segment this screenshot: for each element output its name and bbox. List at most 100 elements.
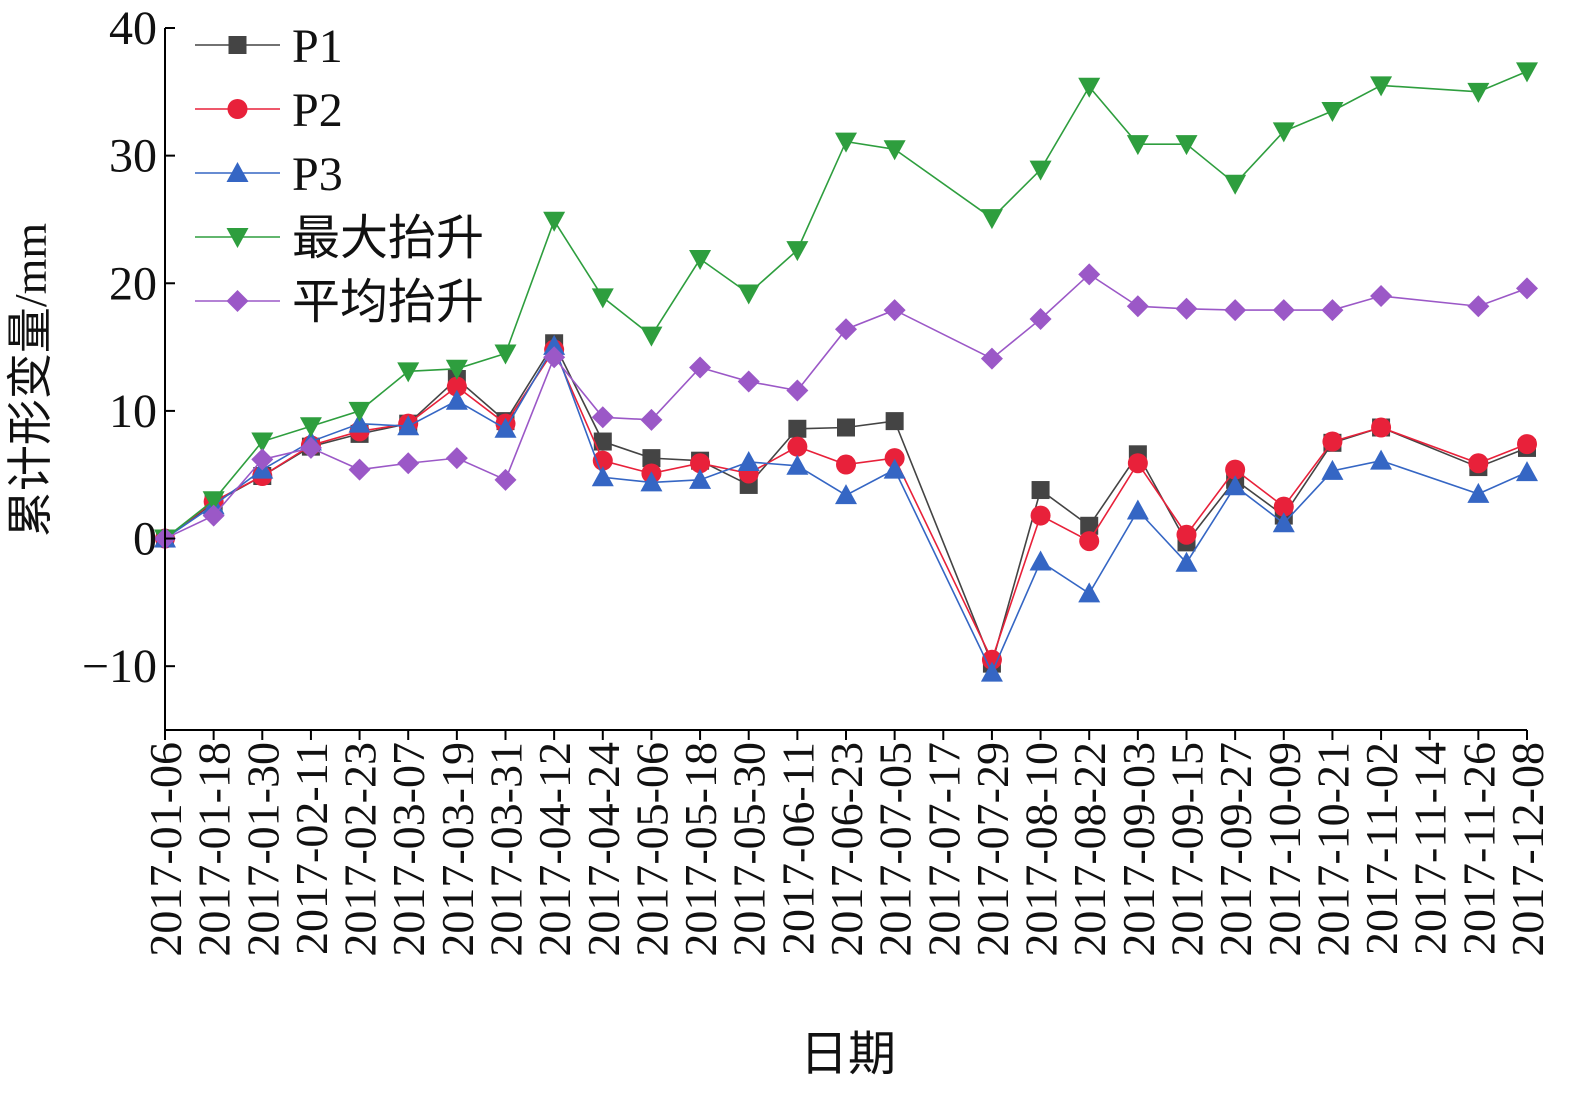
data-point [640,408,663,431]
x-tick-label: 2017-03-19 [432,742,483,957]
data-point [1126,499,1149,520]
data-point [1516,62,1538,83]
data-point [1371,417,1392,438]
data-point [885,412,904,431]
x-tick-label: 2017-05-18 [675,742,726,957]
data-point [835,484,857,505]
x-tick-label: 2017-05-06 [626,742,677,957]
data-point [593,432,612,451]
x-tick-label: 2017-11-02 [1356,742,1407,955]
data-point [1370,285,1393,308]
x-tick-label: 2017-11-14 [1405,742,1456,955]
data-point [591,288,614,309]
data-point [494,468,517,491]
x-tick-label: 2017-02-23 [335,742,386,957]
data-point [1126,135,1149,156]
data-point [883,299,906,322]
x-tick-label: 2017-07-05 [870,742,921,957]
y-tick-label: 30 [109,130,157,183]
x-tick-label: 2017-01-30 [237,742,288,957]
data-point [348,458,371,481]
data-point [836,454,856,475]
series-layer [154,62,1538,682]
data-point [494,344,517,365]
data-point [1467,82,1490,103]
data-point [1078,582,1101,603]
data-point [883,140,906,161]
series-2 [155,339,1537,670]
data-point [1224,475,1247,496]
x-tick-label: 2017-03-07 [383,742,434,957]
data-point [543,346,566,369]
data-point [1031,481,1050,500]
data-point [1029,308,1052,331]
x-tick-label: 2017-07-29 [967,742,1018,957]
legend-entry: P2 [195,84,343,137]
legend-entry: P1 [195,20,343,73]
data-point [980,209,1003,230]
x-tick-label: 2017-04-24 [578,742,629,957]
data-point [883,458,906,479]
data-point [1322,431,1343,452]
data-point [1370,76,1393,97]
data-point [591,466,614,487]
x-tick-label: 2017-06-11 [772,742,823,955]
data-point [1273,496,1294,517]
data-point [884,448,905,469]
series-line [164,343,1528,675]
data-point [1370,449,1393,470]
data-point [1175,297,1198,320]
data-point [1272,512,1295,533]
data-point [1272,299,1295,322]
x-tick-label: 2017-10-09 [1259,742,1310,957]
data-point [1272,122,1295,143]
data-point [640,471,663,492]
x-tick-label: 2017-11-26 [1453,742,1504,955]
data-point [689,356,712,379]
data-point [837,418,855,437]
x-tick-label: 2017-05-30 [724,742,775,957]
x-tick-label: 2017-04-12 [529,742,580,957]
data-point [397,362,420,383]
data-point [202,504,225,527]
axes: −10 0 10 20 30 40 2017-01-062017-01-182017-01-… [82,2,1553,957]
data-point [251,432,274,453]
data-point [251,448,274,471]
x-tick-label: 2017-01-18 [189,742,240,957]
y-tick-label: 40 [109,2,157,55]
legend-label: 最大抬升 [292,212,484,265]
data-point [1224,174,1247,195]
data-point [397,452,420,475]
data-point [1175,135,1198,156]
legend-marker [228,36,247,54]
data-point [1321,101,1344,122]
x-tick-label: 2017-06-23 [821,742,872,957]
legend-entry: P3 [195,148,343,201]
data-point [786,379,809,402]
data-point [1176,524,1197,545]
x-tick-label: 2017-09-27 [1210,742,1261,957]
data-point [1467,295,1490,318]
data-point [1175,551,1198,572]
data-point [543,211,566,232]
data-point [1079,531,1100,552]
data-point [1029,160,1052,181]
legend-marker [227,99,248,119]
data-point [690,453,711,474]
data-point [1078,263,1101,286]
legend-label: P1 [292,20,343,73]
legend-label: 平均抬升 [292,276,484,329]
data-point [835,318,857,341]
data-point [1224,299,1247,322]
data-point [1321,299,1344,322]
data-point [1029,550,1052,571]
x-tick-label: 2017-01-06 [140,742,191,957]
data-point [591,406,614,429]
legend-marker [226,228,249,248]
data-point [397,415,420,436]
data-point [1127,453,1148,474]
data-point [689,468,712,489]
x-tick-label: 2017-03-31 [481,742,532,957]
data-point [835,132,857,153]
x-tick-label: 2017-08-10 [1016,742,1067,957]
